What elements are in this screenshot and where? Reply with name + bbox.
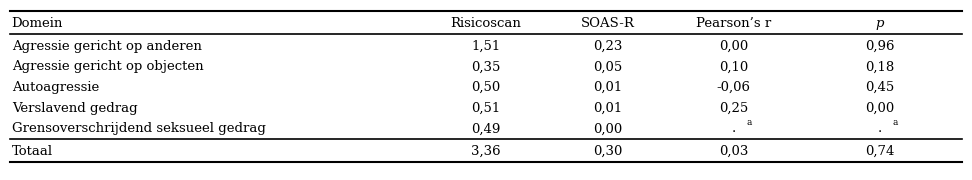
Text: 0,03: 0,03 [719,145,748,158]
Text: 0,30: 0,30 [593,145,622,158]
Text: 0,96: 0,96 [865,40,894,53]
Text: Totaal: Totaal [12,145,52,158]
Text: Pearson’s r: Pearson’s r [696,17,772,30]
Text: a: a [892,118,898,127]
Text: 0,01: 0,01 [593,81,622,94]
Text: 0,05: 0,05 [593,60,622,73]
Text: Verslavend gedrag: Verslavend gedrag [12,102,137,115]
Text: .: . [878,122,882,135]
Text: 0,35: 0,35 [471,60,501,73]
Text: .: . [732,122,736,135]
Text: Domein: Domein [12,17,63,30]
Text: Grensoverschrijdend seksueel gedrag: Grensoverschrijdend seksueel gedrag [12,122,265,135]
Text: 0,10: 0,10 [719,60,748,73]
Text: 0,18: 0,18 [865,60,894,73]
Text: 0,00: 0,00 [719,40,748,53]
Text: 0,23: 0,23 [593,40,622,53]
Text: Agressie gericht op anderen: Agressie gericht op anderen [12,40,201,53]
Text: 0,01: 0,01 [593,102,622,115]
Text: a: a [746,118,752,127]
Text: 0,25: 0,25 [719,102,748,115]
Text: 0,74: 0,74 [865,145,894,158]
Text: p: p [876,17,884,30]
Text: Agressie gericht op objecten: Agressie gericht op objecten [12,60,203,73]
Text: 0,00: 0,00 [593,122,622,135]
Text: Risicoscan: Risicoscan [451,17,521,30]
Text: Autoagressie: Autoagressie [12,81,99,94]
Text: 0,50: 0,50 [471,81,501,94]
Text: 0,49: 0,49 [471,122,501,135]
Text: 0,51: 0,51 [471,102,501,115]
Text: 3,36: 3,36 [471,145,501,158]
Text: SOAS-R: SOAS-R [580,17,635,30]
Text: 0,45: 0,45 [865,81,894,94]
Text: 1,51: 1,51 [471,40,501,53]
Text: 0,00: 0,00 [865,102,894,115]
Text: -0,06: -0,06 [717,81,750,94]
